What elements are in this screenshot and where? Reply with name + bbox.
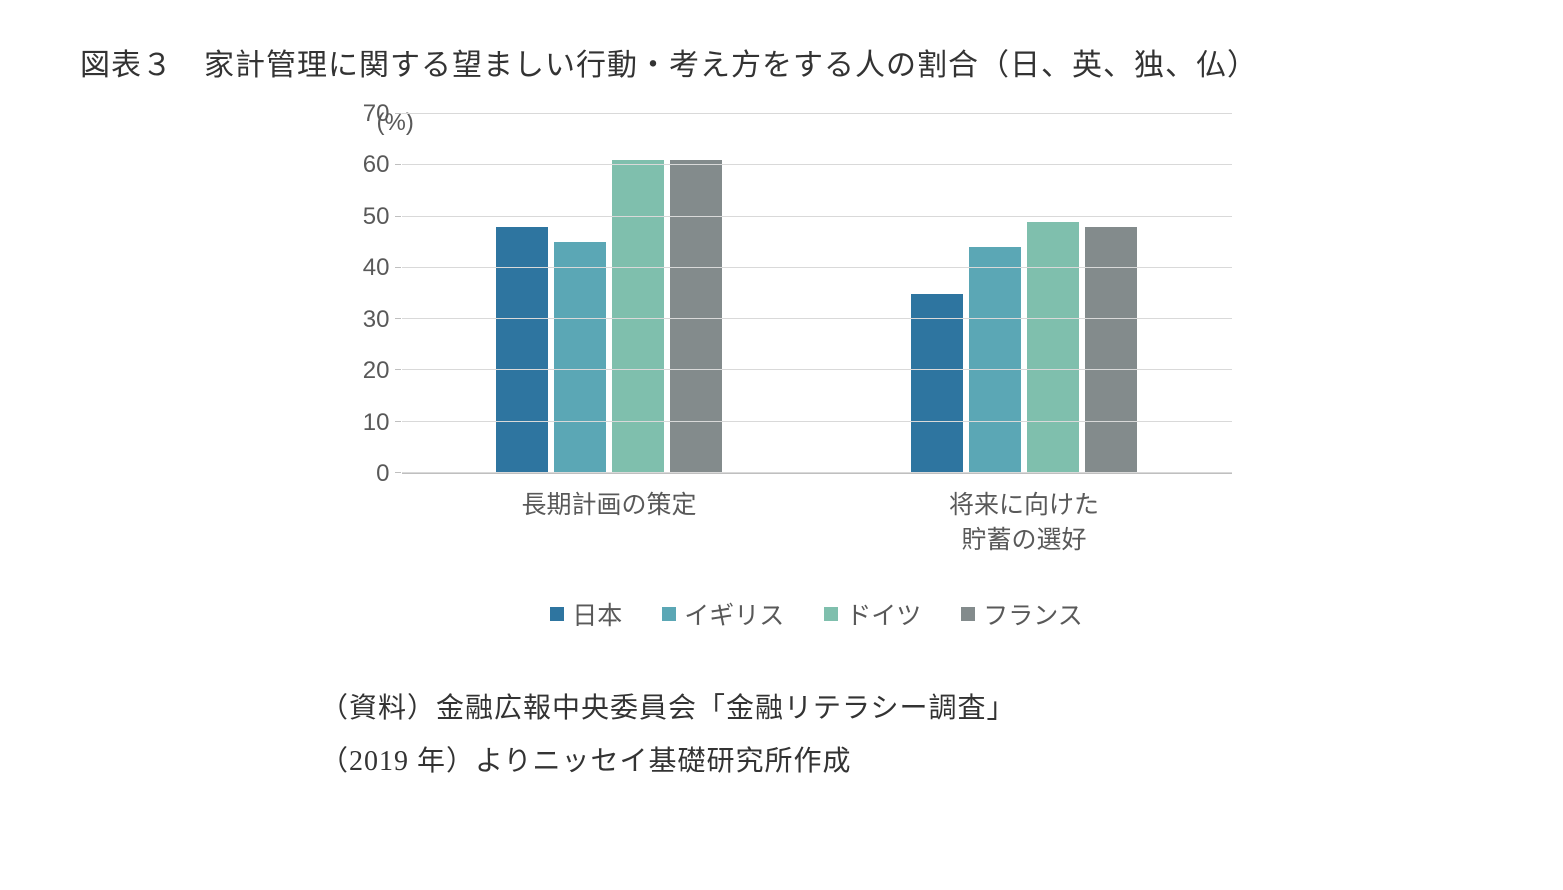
bar-groups	[402, 114, 1232, 473]
y-tick-mark	[395, 318, 401, 319]
gridline	[402, 369, 1232, 370]
gridline	[402, 164, 1232, 165]
legend-swatch	[662, 607, 676, 621]
legend-label: 日本	[572, 596, 622, 632]
y-tick-label: 30	[363, 306, 390, 334]
gridline	[402, 267, 1232, 268]
y-tick-label: 60	[363, 151, 390, 179]
y-tick-mark	[395, 216, 401, 217]
legend-item: 日本	[550, 596, 622, 632]
bar	[1027, 222, 1079, 473]
bar-group	[402, 114, 817, 473]
source-line-1: （資料）金融広報中央委員会「金融リテラシー調査」	[320, 682, 1483, 735]
y-tick-mark	[395, 421, 401, 422]
y-tick-label: 70	[363, 100, 390, 128]
x-tick-label: 将来に向けた 貯蓄の選好	[817, 488, 1232, 558]
y-tick-label: 20	[363, 357, 390, 385]
legend-swatch	[824, 607, 838, 621]
y-tick-mark	[395, 164, 401, 165]
y-tick-label: 10	[363, 409, 390, 437]
legend-label: ドイツ	[846, 596, 921, 632]
y-tick-label: 40	[363, 254, 390, 282]
legend-item: フランス	[961, 596, 1083, 632]
bar	[1085, 227, 1137, 473]
gridline	[402, 113, 1232, 114]
legend-item: ドイツ	[824, 596, 921, 632]
legend: 日本 イギリス ドイツ フランス	[402, 596, 1232, 632]
chart-area: (%) 010203040506070 長期計画の策定将来に向けた 貯蓄の選好 …	[332, 114, 1232, 632]
legend-label: イギリス	[684, 596, 784, 632]
bar-group	[817, 114, 1232, 473]
bar	[496, 227, 548, 473]
y-tick-label: 50	[363, 203, 390, 231]
legend-label: フランス	[983, 596, 1083, 632]
y-tick-mark	[395, 369, 401, 370]
gridline	[402, 318, 1232, 319]
x-tick-label: 長期計画の策定	[402, 488, 817, 558]
gridline	[402, 216, 1232, 217]
gridline	[402, 472, 1232, 473]
gridline	[402, 421, 1232, 422]
legend-swatch	[961, 607, 975, 621]
legend-item: イギリス	[662, 596, 784, 632]
figure-container: 図表３ 家計管理に関する望ましい行動・考え方をする人の割合（日、英、独、仏） (…	[0, 0, 1563, 890]
bar	[670, 160, 722, 473]
y-tick-mark	[395, 113, 401, 114]
y-tick-mark	[395, 472, 401, 473]
bar	[969, 247, 1021, 473]
legend-swatch	[550, 607, 564, 621]
plot-wrapper: 010203040506070	[332, 114, 1232, 474]
y-tick-label: 0	[376, 460, 389, 488]
bar	[554, 242, 606, 473]
figure-title: 図表３ 家計管理に関する望ましい行動・考え方をする人の割合（日、英、独、仏）	[80, 40, 1483, 84]
y-tick-mark	[395, 267, 401, 268]
source-note: （資料）金融広報中央委員会「金融リテラシー調査」 （2019 年）よりニッセイ基…	[320, 682, 1483, 788]
y-axis: 010203040506070	[332, 114, 402, 474]
bar	[612, 160, 664, 473]
x-axis-labels: 長期計画の策定将来に向けた 貯蓄の選好	[402, 488, 1232, 558]
plot-region	[402, 114, 1232, 474]
bar	[911, 294, 963, 474]
source-line-2: （2019 年）よりニッセイ基礎研究所作成	[320, 735, 1483, 788]
